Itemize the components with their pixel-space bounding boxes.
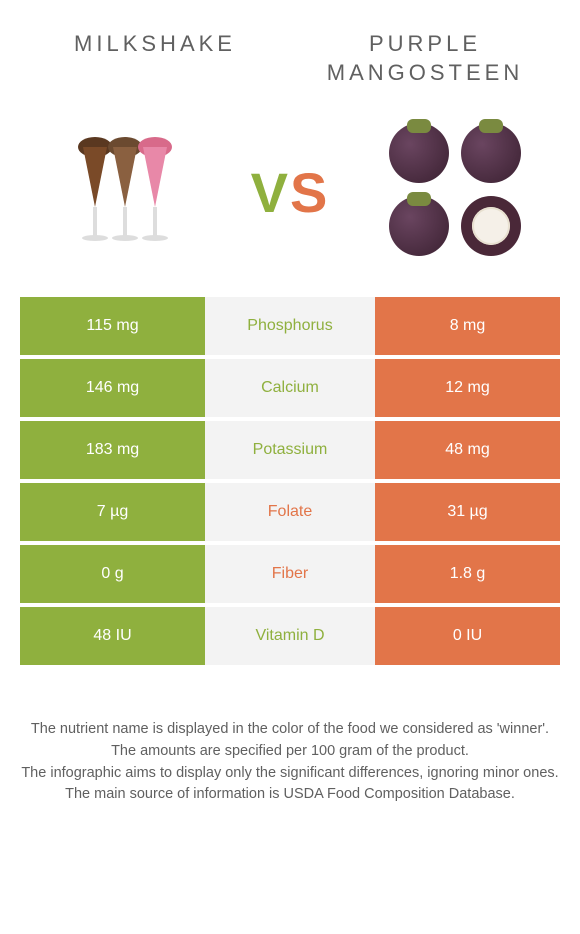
- nutrient-name: Folate: [205, 483, 375, 541]
- table-row: 0 gFiber1.8 g: [20, 545, 560, 603]
- nutrient-name: Vitamin D: [205, 607, 375, 665]
- value-right: 8 mg: [375, 297, 560, 355]
- vs-v: V: [251, 161, 290, 224]
- nutrient-name: Potassium: [205, 421, 375, 479]
- nutrient-table: 115 mgPhosphorus8 mg146 mgCalcium12 mg18…: [0, 297, 580, 665]
- table-row: 48 IUVitamin D0 IU: [20, 607, 560, 665]
- vs-s: S: [290, 161, 329, 224]
- table-row: 7 µgFolate31 µg: [20, 483, 560, 541]
- table-row: 115 mgPhosphorus8 mg: [20, 297, 560, 355]
- footnote-line: The infographic aims to display only the…: [20, 763, 560, 785]
- footnotes: The nutrient name is displayed in the co…: [0, 669, 580, 826]
- nutrient-name: Phosphorus: [205, 297, 375, 355]
- table-row: 183 mgPotassium48 mg: [20, 421, 560, 479]
- value-left: 7 µg: [20, 483, 205, 541]
- footnote-line: The main source of information is USDA F…: [20, 784, 560, 806]
- value-right: 12 mg: [375, 359, 560, 417]
- value-left: 0 g: [20, 545, 205, 603]
- vs-row: VS: [0, 97, 580, 297]
- nutrient-name: Fiber: [205, 545, 375, 603]
- vs-label: VS: [251, 160, 330, 225]
- food-title-right: PURPLE MANGOSTEEN: [290, 30, 560, 87]
- value-left: 183 mg: [20, 421, 205, 479]
- header: MILKSHAKE PURPLE MANGOSTEEN: [0, 0, 580, 97]
- value-left: 146 mg: [20, 359, 205, 417]
- footnote-line: The amounts are specified per 100 gram o…: [20, 741, 560, 763]
- value-right: 1.8 g: [375, 545, 560, 603]
- value-right: 31 µg: [375, 483, 560, 541]
- value-left: 115 mg: [20, 297, 205, 355]
- food-title-left: MILKSHAKE: [20, 30, 290, 87]
- food-image-left: [50, 117, 200, 267]
- value-right: 48 mg: [375, 421, 560, 479]
- food-image-right: [380, 117, 530, 267]
- table-row: 146 mgCalcium12 mg: [20, 359, 560, 417]
- footnote-line: The nutrient name is displayed in the co…: [20, 719, 560, 741]
- nutrient-name: Calcium: [205, 359, 375, 417]
- value-left: 48 IU: [20, 607, 205, 665]
- value-right: 0 IU: [375, 607, 560, 665]
